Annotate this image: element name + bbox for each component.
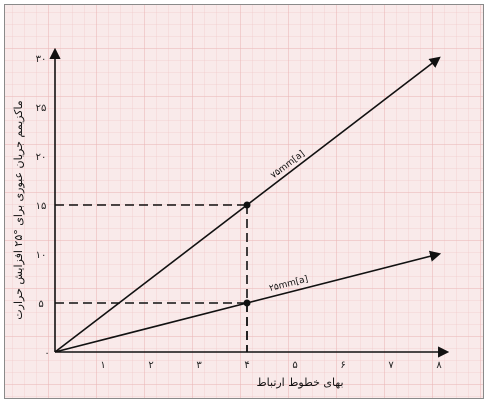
grid-background <box>5 5 483 398</box>
x-tick-label: ۸ <box>436 360 442 371</box>
x-tick-label: ۶ <box>340 360 345 371</box>
y-tick-label: ۲۵ <box>36 103 47 114</box>
series-line <box>54 56 441 353</box>
axes <box>49 47 450 358</box>
y-tick-label: ۲۰ <box>36 152 47 163</box>
y-tick-label: ۵ <box>38 299 43 310</box>
y-tick-label: ۱۵ <box>36 201 47 212</box>
y-tick-labels: ۵ ۱۰ ۱۵ ۲۰ ۲۵ ۳۰ <box>36 54 47 310</box>
y-axis-title: ماکزیمم جریان عبوری برای °۲۵ افزایش حرار… <box>12 100 25 319</box>
series-line <box>54 250 442 353</box>
x-tick-label: ۲ <box>148 360 153 371</box>
x-axis-title: بهای خطوط ارتباط <box>256 376 343 389</box>
x-tick-label: ۷ <box>388 360 394 371</box>
x-tick-labels: ۱ ۲ ۳ ۴ ۵ ۶ ۷ ۸ ۰ <box>44 348 442 371</box>
x-tick-label: ۱ <box>100 360 105 371</box>
y-tick-label: ۱۰ <box>36 250 47 261</box>
x-tick-label: ۵ <box>292 360 297 371</box>
y-tick-label: ۳۰ <box>36 54 47 65</box>
x-tick-label: ۴ <box>244 360 249 371</box>
origin-label: ۰ <box>44 348 49 359</box>
x-tick-label: ۳ <box>196 360 202 371</box>
